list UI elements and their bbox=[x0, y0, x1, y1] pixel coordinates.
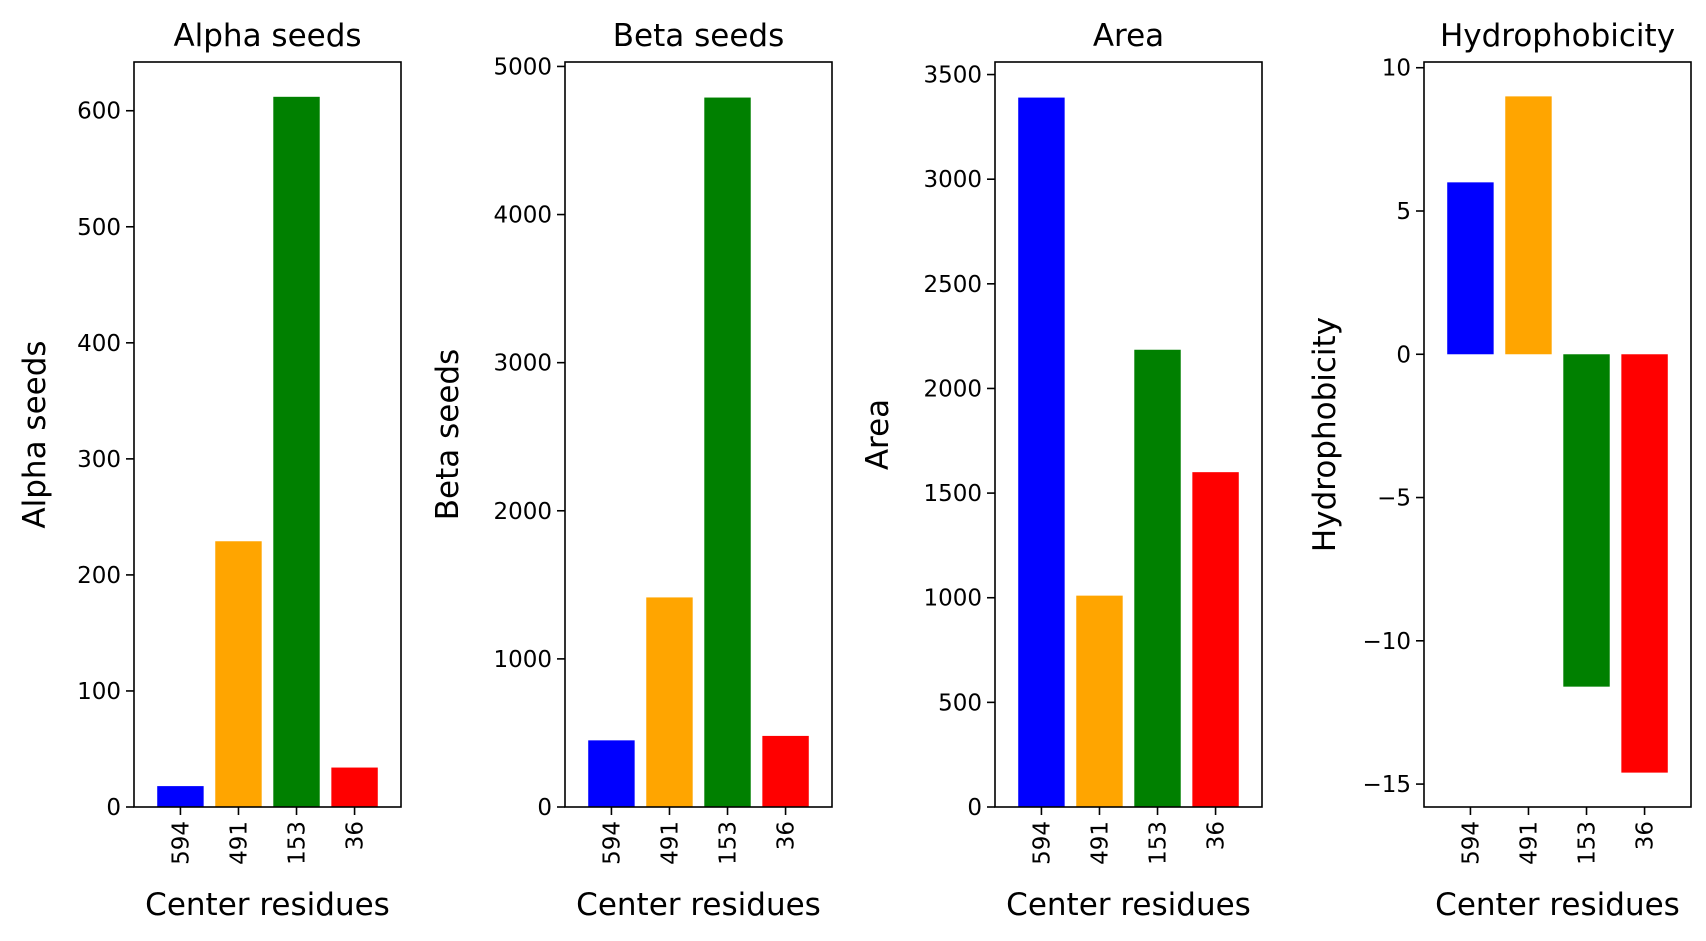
x-tick-label-491: 491 bbox=[1516, 821, 1542, 865]
y-tick-label: 1500 bbox=[923, 481, 982, 507]
y-tick-label: 3000 bbox=[493, 351, 552, 377]
y-tick-label: 0 bbox=[106, 795, 121, 821]
bar-36 bbox=[762, 735, 809, 807]
x-tick-label-36: 36 bbox=[1633, 821, 1659, 850]
y-tick-label: 5 bbox=[1396, 199, 1411, 225]
subplot-title: Area bbox=[1093, 18, 1164, 54]
x-tick-label-36: 36 bbox=[774, 821, 800, 850]
y-tick-label: −10 bbox=[1362, 629, 1411, 655]
y-tick-label: 100 bbox=[77, 679, 121, 705]
subplot-3: 0 500 1000 1500 2000 2500 3000 3500 594 491 153 36 A… bbox=[860, 18, 1263, 923]
axes-frame bbox=[1423, 61, 1692, 808]
y-tick-label: 500 bbox=[77, 215, 121, 241]
x-axis-label: Center residues bbox=[1435, 887, 1680, 923]
x-tick-label-594: 594 bbox=[599, 821, 625, 865]
axes-frame bbox=[564, 61, 833, 808]
x-tick-label-153: 153 bbox=[285, 821, 311, 865]
x-tick-label-491: 491 bbox=[226, 821, 252, 865]
bar-153 bbox=[273, 96, 320, 807]
subplot-1: 0 100 200 300 400 500 600 594 491 153 36 Alpha seed… bbox=[17, 18, 402, 923]
bar-153 bbox=[1563, 354, 1610, 687]
subplot-2: 0 1000 2000 3000 4000 5000 594 491 153 36 Beta see… bbox=[430, 18, 833, 923]
subplot-4: −15 −10 −5 0 5 10 594 491 153 36 Hydrophobicity Cen… bbox=[1307, 18, 1692, 923]
y-tick-label: 10 bbox=[1382, 56, 1411, 82]
y-tick-label: 200 bbox=[77, 563, 121, 589]
y-tick-label: 300 bbox=[77, 447, 121, 473]
y-tick-label: 500 bbox=[938, 690, 982, 716]
y-tick-label: 0 bbox=[967, 795, 982, 821]
bar-153 bbox=[704, 97, 751, 808]
bar-594 bbox=[588, 740, 635, 807]
bar-594 bbox=[1447, 182, 1494, 355]
x-axis-label: Center residues bbox=[576, 887, 821, 923]
subplot-title: Beta seeds bbox=[613, 18, 784, 54]
x-tick-label-491: 491 bbox=[1087, 821, 1113, 865]
x-tick-label-153: 153 bbox=[1575, 821, 1601, 865]
y-tick-label: −15 bbox=[1362, 772, 1411, 798]
x-axis-label: Center residues bbox=[1006, 887, 1251, 923]
y-tick-label: 4000 bbox=[493, 203, 552, 229]
bar-594 bbox=[1018, 97, 1065, 807]
axes-frame bbox=[133, 61, 402, 808]
bar-491 bbox=[646, 597, 693, 807]
bar-594 bbox=[157, 786, 204, 807]
bar-491 bbox=[1505, 96, 1552, 355]
x-tick-label-153: 153 bbox=[1146, 821, 1172, 865]
y-tick-label: 3000 bbox=[923, 167, 982, 193]
subplot-title: Hydrophobicity bbox=[1440, 18, 1675, 54]
y-tick-label: 0 bbox=[537, 795, 552, 821]
y-tick-label: 2500 bbox=[923, 272, 982, 298]
y-tick-label: −5 bbox=[1377, 486, 1411, 512]
y-axis-label: Area bbox=[860, 399, 896, 470]
x-tick-label-36: 36 bbox=[343, 821, 369, 850]
y-tick-label: 1000 bbox=[493, 647, 552, 673]
axes-frame bbox=[994, 61, 1263, 808]
subplot-title: Alpha seeds bbox=[173, 18, 361, 54]
y-tick-label: 2000 bbox=[493, 499, 552, 525]
bar-36 bbox=[331, 767, 378, 807]
x-axis-label: Center residues bbox=[145, 887, 390, 923]
bar-153 bbox=[1134, 349, 1181, 807]
x-tick-label-491: 491 bbox=[657, 821, 683, 865]
y-tick-label: 1000 bbox=[923, 586, 982, 612]
x-tick-label-36: 36 bbox=[1204, 821, 1230, 850]
y-tick-label: 3500 bbox=[923, 63, 982, 89]
bar-36 bbox=[1621, 354, 1668, 773]
y-tick-label: 2000 bbox=[923, 376, 982, 402]
bar-491 bbox=[1076, 595, 1123, 807]
bar-36 bbox=[1192, 472, 1239, 807]
y-axis-label: Hydrophobicity bbox=[1307, 317, 1343, 552]
x-tick-label-594: 594 bbox=[1458, 821, 1484, 865]
bar-491 bbox=[215, 541, 262, 807]
y-tick-label: 0 bbox=[1396, 342, 1411, 368]
y-tick-label: 5000 bbox=[493, 54, 552, 80]
x-tick-label-594: 594 bbox=[168, 821, 194, 865]
y-tick-label: 400 bbox=[77, 331, 121, 357]
x-tick-label-594: 594 bbox=[1029, 821, 1055, 865]
y-axis-label: Alpha seeds bbox=[17, 340, 53, 528]
y-tick-label: 600 bbox=[77, 99, 121, 125]
y-axis-label: Beta seeds bbox=[430, 349, 466, 520]
x-tick-label-153: 153 bbox=[716, 821, 742, 865]
